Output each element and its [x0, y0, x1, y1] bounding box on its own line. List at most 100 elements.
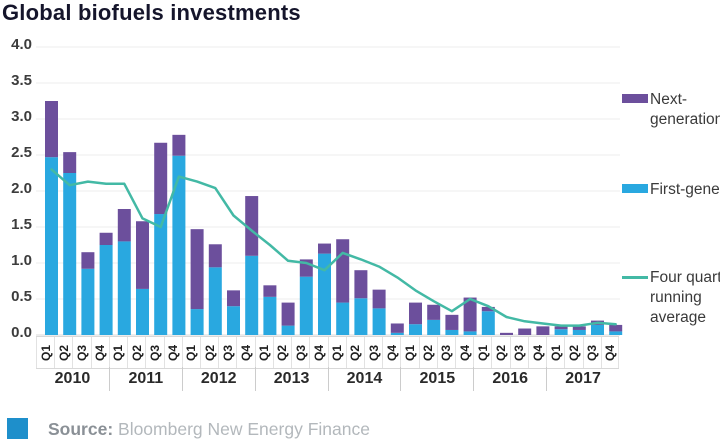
x-axis-quarter-label: Q2: [56, 344, 71, 361]
bar-segment-next-generation: [208, 244, 222, 268]
bar-segment-first-generation: [409, 324, 422, 335]
y-axis-tick: 0.0: [11, 324, 32, 341]
bar-segment-next-generation: [227, 290, 240, 307]
bar-segment-first-generation: [45, 157, 58, 335]
next-generation-swatch: [622, 94, 648, 103]
bar-segment-next-generation: [481, 306, 495, 312]
bar-segment-next-generation: [445, 314, 459, 330]
bar-segment-next-generation: [117, 209, 131, 242]
x-axis-quarter-cell: Q1: [108, 337, 128, 368]
bar-segment-first-generation: [136, 288, 149, 335]
x-axis-quarter-label: Q4: [239, 344, 254, 361]
bar-segment-first-generation: [591, 324, 604, 335]
x-axis-quarter-cell: Q1: [36, 337, 55, 368]
x-axis-quarter-cell: Q2: [418, 337, 437, 368]
y-axis-tick: 1.5: [11, 216, 32, 233]
x-axis-quarter-cell: Q3: [145, 337, 164, 368]
x-axis-quarter-cell: Q1: [473, 337, 492, 368]
bar-segment-first-generation: [208, 267, 222, 335]
x-axis-quarters: Q1 Q2 Q3 Q4 Q1 Q2 Q3 Q4 Q1 Q2 Q3 Q4 Q1 Q2 Q3 Q4 Q1 Q2 Q3 Q4…: [36, 336, 619, 369]
bar-segment-first-generation: [390, 332, 404, 335]
y-axis-tick: 1.0: [11, 252, 32, 269]
x-axis-quarter-cell: Q2: [127, 337, 146, 368]
x-axis-quarter-label: Q4: [384, 344, 399, 361]
x-axis-quarter-label: Q1: [330, 344, 345, 361]
bar-segment-next-generation: [45, 101, 58, 158]
bar-segment-next-generation: [318, 243, 331, 254]
x-axis-quarter-cell: Q4: [600, 337, 619, 368]
bar-segment-next-generation: [336, 239, 350, 303]
bar-segment-first-generation: [81, 268, 95, 335]
bar-segment-first-generation: [190, 309, 204, 335]
x-axis-year-label: 2016: [473, 367, 546, 391]
bar-segment-first-generation: [99, 245, 113, 335]
x-axis-quarter-cell: Q4: [455, 337, 474, 368]
legend-label: First-generation: [650, 181, 720, 198]
bar-segment-next-generation: [63, 152, 77, 173]
y-axis-tick: 4.0: [11, 36, 32, 53]
x-axis-year-label: 2011: [108, 367, 182, 391]
bar-segment-next-generation: [372, 289, 386, 309]
running-average-line: [50, 168, 617, 327]
bar-segment-next-generation: [99, 232, 113, 245]
bar-segment-next-generation: [463, 297, 477, 332]
x-axis-quarter-label: Q2: [129, 344, 144, 361]
x-axis-year-label: 2017: [546, 367, 619, 391]
bar-segment-next-generation: [136, 221, 149, 289]
bar-segment-first-generation: [227, 306, 240, 335]
x-axis-quarter-label: Q1: [38, 344, 53, 361]
y-axis-tick: 2.0: [11, 180, 32, 197]
x-axis-quarter-cell: Q3: [363, 337, 383, 368]
x-axis-quarter-label: Q3: [147, 344, 162, 361]
source-logo-icon: [7, 418, 28, 439]
x-axis-quarter-label: Q1: [184, 344, 199, 361]
x-axis-quarter-label: Q3: [512, 344, 527, 361]
legend-label: Four quarter running average: [650, 269, 720, 326]
x-axis-quarter-cell: Q3: [436, 337, 456, 368]
x-axis-quarter-label: Q4: [311, 344, 326, 361]
x-axis-years: 2010 2011 2012 2013 2014 2015 2016 2017: [36, 367, 619, 391]
source-footer: Source: Bloomberg New Energy Finance: [0, 414, 720, 446]
x-axis-quarter-cell: Q1: [327, 337, 346, 368]
x-axis-quarter-cell: Q3: [72, 337, 91, 368]
x-axis-quarter-label: Q4: [93, 344, 108, 361]
x-axis-quarter-label: Q4: [457, 344, 472, 361]
bar-segment-next-generation: [81, 252, 95, 269]
bar-segment-first-generation: [63, 173, 77, 335]
x-axis-quarter-label: Q3: [585, 344, 600, 361]
x-axis-quarter-cell: Q3: [291, 337, 310, 368]
source-value: Bloomberg New Energy Finance: [113, 419, 370, 439]
bar-segment-next-generation: [500, 332, 513, 335]
bar-segment-next-generation: [263, 285, 277, 297]
x-axis-quarter-label: Q2: [494, 344, 509, 361]
x-axis-quarter-cell: Q4: [90, 337, 109, 368]
x-axis-quarter-label: Q3: [75, 344, 90, 361]
x-axis-quarter-label: Q1: [475, 344, 490, 361]
x-axis-quarter-label: Q3: [220, 344, 235, 361]
bar-segment-first-generation: [427, 319, 441, 335]
x-axis-quarter-cell: Q2: [272, 337, 292, 368]
x-axis-year-label: 2014: [327, 367, 401, 391]
y-axis-tick: 3.0: [11, 108, 32, 125]
bar-segment-first-generation: [572, 329, 586, 335]
y-axis: 4.0 3.5 3.0 2.5 2.0 1.5 1.0 0.5 0.0: [0, 0, 32, 360]
chart-title: Global biofuels investments: [2, 0, 301, 25]
x-axis-quarter-cell: Q3: [218, 337, 237, 368]
y-axis-tick: 3.5: [11, 72, 32, 89]
bar-segment-next-generation: [554, 326, 568, 330]
bar-segment-first-generation: [354, 298, 368, 335]
x-axis-quarter-label: Q2: [275, 344, 290, 361]
bar-segment-first-generation: [299, 276, 313, 335]
running-average-line-icon: [622, 276, 648, 279]
bar-segment-next-generation: [281, 302, 295, 326]
bar-segment-first-generation: [463, 331, 477, 335]
x-axis-quarter-cell: Q1: [181, 337, 200, 368]
bar-segment-next-generation: [536, 326, 550, 335]
x-axis-year-label: 2012: [181, 367, 255, 391]
x-axis-quarter-label: Q1: [257, 344, 272, 361]
bar-segment-next-generation: [190, 229, 204, 310]
y-axis-tick: 0.5: [11, 288, 32, 305]
x-axis-quarter-label: Q1: [548, 344, 563, 361]
x-axis-quarter-cell: Q4: [527, 337, 547, 368]
